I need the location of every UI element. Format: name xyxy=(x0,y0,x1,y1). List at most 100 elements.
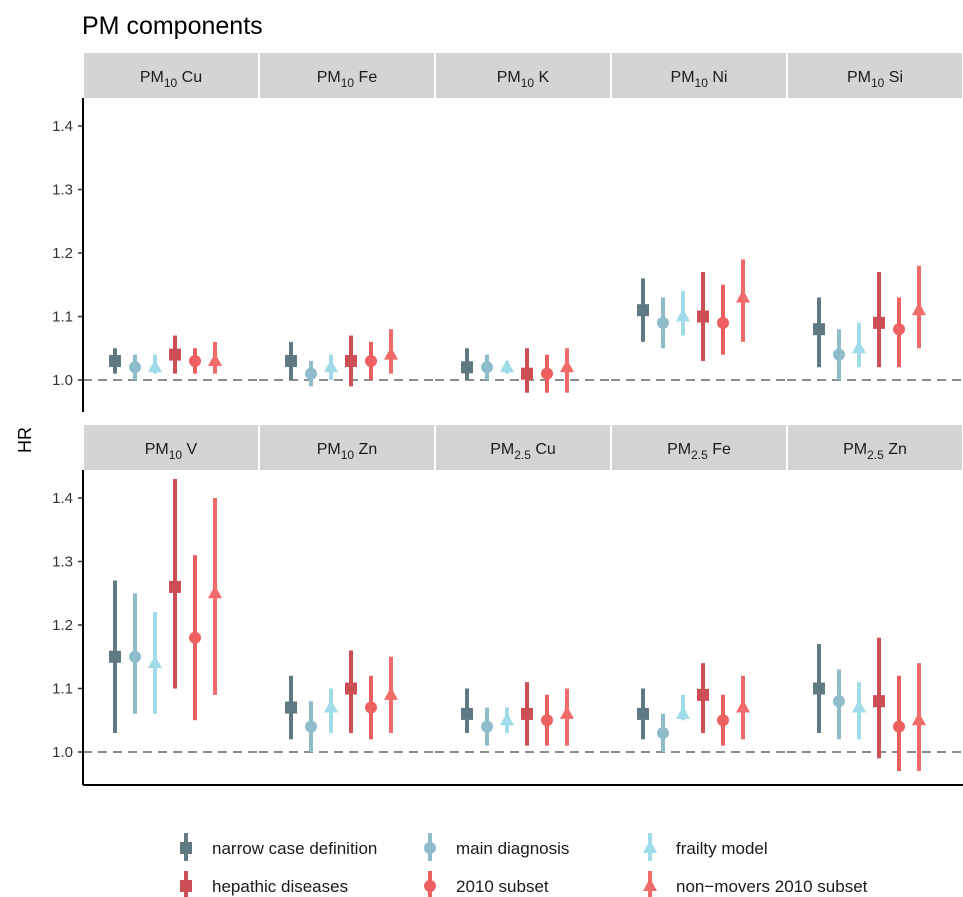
legend-item: hepathic diseases xyxy=(180,871,348,897)
legend-key-marker xyxy=(424,842,436,854)
panel-2: PM10 Fe xyxy=(259,53,435,387)
point-estimate xyxy=(129,361,141,374)
point-estimate xyxy=(461,707,473,720)
point-estimate xyxy=(148,655,162,669)
panel-strip xyxy=(612,425,786,470)
point-estimate xyxy=(717,316,729,329)
panel-strip xyxy=(788,53,962,98)
point-estimate xyxy=(833,348,845,361)
point-estimate xyxy=(500,712,514,726)
y-axis-row-2: 1.0 1.1 1.2 1.3 1.4 xyxy=(52,470,84,785)
point-estimate xyxy=(560,359,574,373)
panel-strip xyxy=(436,53,610,98)
legend-item: narrow case definition xyxy=(180,833,377,861)
y-tick-label: 1.0 xyxy=(52,744,73,761)
panel-strip xyxy=(260,53,434,98)
point-estimate xyxy=(873,695,885,708)
panel-5: PM10 Si xyxy=(787,53,963,381)
legend: narrow case definition main diagnosis frai… xyxy=(180,833,868,897)
y-axis-row-1: 1.0 1.1 1.2 1.3 1.4 xyxy=(52,98,84,412)
y-tick-label: 1.2 xyxy=(52,617,73,634)
point-estimate xyxy=(813,682,825,695)
panel-label: PM10 Zn xyxy=(317,441,377,462)
panel-label: PM10 V xyxy=(145,441,198,462)
legend-label: non−movers 2010 subset xyxy=(676,877,868,896)
legend-item: 2010 subset xyxy=(424,871,549,897)
panel-7: PM10 Zn xyxy=(259,425,435,753)
panel-strip xyxy=(788,425,962,470)
point-estimate xyxy=(305,367,317,380)
y-tick-label: 1.3 xyxy=(52,554,73,571)
point-estimate xyxy=(481,720,493,733)
panel-4: PM10 Ni xyxy=(611,53,787,381)
point-estimate xyxy=(736,699,750,713)
legend-key-marker xyxy=(643,878,657,891)
panel-label: PM2.5 Fe xyxy=(667,441,731,462)
point-estimate xyxy=(285,354,297,367)
point-estimate xyxy=(873,316,885,329)
panel-label: PM10 Si xyxy=(847,69,903,90)
legend-key-marker xyxy=(180,842,192,854)
y-tick-label: 1.1 xyxy=(52,681,73,698)
legend-label: narrow case definition xyxy=(212,839,377,858)
legend-key-marker xyxy=(180,880,192,892)
point-estimate xyxy=(500,359,514,373)
point-estimate xyxy=(345,682,357,695)
panel-3: PM10 K xyxy=(435,53,611,393)
panel-9: PM2.5 Fe xyxy=(611,425,787,753)
point-estimate xyxy=(384,346,398,360)
point-estimate xyxy=(893,323,905,336)
panel-6: PM10 V xyxy=(83,425,259,753)
y-tick-label: 1.3 xyxy=(52,182,73,199)
y-axis-title: HR xyxy=(15,427,35,453)
point-estimate xyxy=(813,323,825,336)
point-estimate xyxy=(129,650,141,663)
legend-item: main diagnosis xyxy=(424,833,569,861)
panel-strip xyxy=(84,425,258,470)
panel-1: PM10 Cu xyxy=(83,53,259,381)
point-estimate xyxy=(109,650,121,663)
chart-title: PM components xyxy=(82,12,263,40)
point-estimate xyxy=(912,302,926,316)
panel-label: PM10 K xyxy=(497,69,550,90)
y-tick-label: 1.2 xyxy=(52,245,73,262)
panel-strip xyxy=(612,53,786,98)
point-estimate xyxy=(189,354,201,367)
panel-label: PM2.5 Cu xyxy=(490,441,556,462)
point-estimate xyxy=(541,714,553,727)
legend-item: non−movers 2010 subset xyxy=(643,871,868,897)
y-tick-label: 1.0 xyxy=(52,372,73,389)
point-estimate xyxy=(324,359,338,373)
point-estimate xyxy=(521,367,533,380)
panel-strip xyxy=(436,425,610,470)
point-estimate xyxy=(365,701,377,714)
panel-10: PM2.5 Zn xyxy=(787,425,963,772)
point-estimate xyxy=(657,316,669,329)
point-estimate xyxy=(541,367,553,380)
panel-label: PM2.5 Zn xyxy=(843,441,907,462)
panel-label: PM10 Ni xyxy=(671,69,728,90)
point-estimate xyxy=(893,720,905,733)
point-estimate xyxy=(305,720,317,733)
y-tick-label: 1.4 xyxy=(52,118,73,135)
point-estimate xyxy=(852,699,866,713)
legend-key-marker xyxy=(424,880,436,892)
point-estimate xyxy=(833,695,845,708)
point-estimate xyxy=(148,359,162,373)
point-estimate xyxy=(521,707,533,720)
point-estimate xyxy=(676,705,690,719)
point-estimate xyxy=(384,686,398,700)
legend-key-marker xyxy=(643,840,657,853)
legend-label: frailty model xyxy=(676,839,768,858)
legend-label: 2010 subset xyxy=(456,877,549,896)
point-estimate xyxy=(169,580,181,593)
y-tick-label: 1.4 xyxy=(52,490,73,507)
point-estimate xyxy=(324,699,338,713)
point-estimate xyxy=(736,289,750,303)
point-estimate xyxy=(345,354,357,367)
point-estimate xyxy=(189,631,201,644)
point-estimate xyxy=(109,354,121,367)
point-estimate xyxy=(912,712,926,726)
point-estimate xyxy=(208,352,222,366)
